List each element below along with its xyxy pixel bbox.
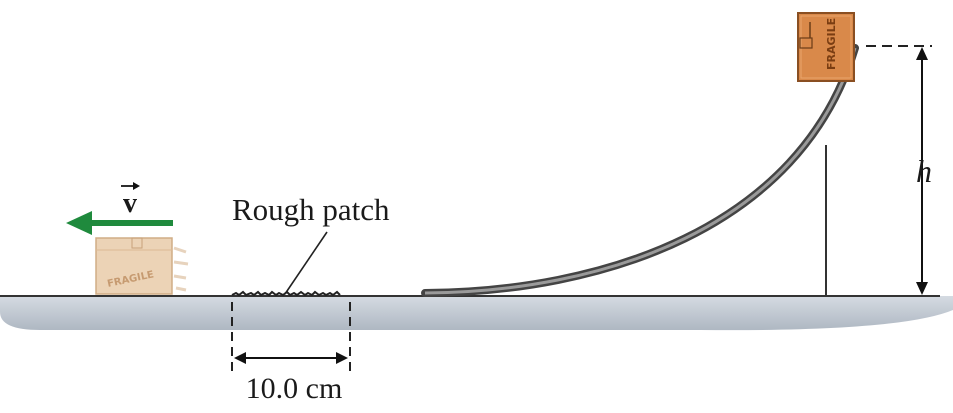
velocity-symbol: v: [123, 188, 137, 219]
ground: [0, 295, 953, 331]
patch-length-label: 10.0 cm: [246, 372, 343, 405]
rough-patch-leader: [284, 231, 328, 295]
box-at-top: FRAGILE: [797, 12, 855, 82]
box-top-stamp: FRAGILE: [825, 18, 838, 70]
patch-dimension: [231, 302, 351, 372]
rough-patch-label: Rough patch: [232, 192, 390, 227]
moving-box: FRAGILE: [95, 237, 189, 295]
velocity-label: v: [121, 182, 140, 219]
height-dimension: [866, 45, 932, 295]
height-label: h: [916, 153, 932, 189]
velocity-arrow: [66, 211, 173, 235]
curved-ramp: [421, 44, 859, 297]
